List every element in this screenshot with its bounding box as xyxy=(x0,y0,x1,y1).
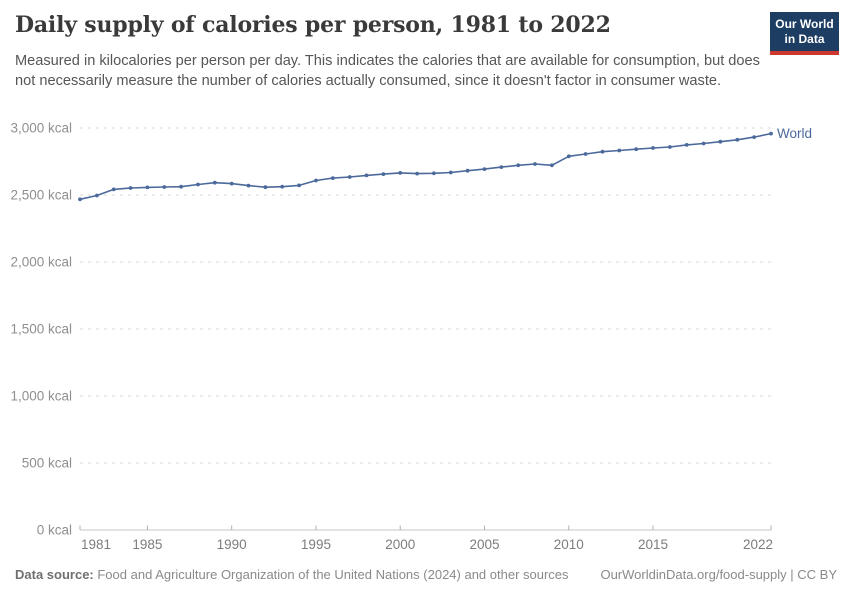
y-axis-label: 2,500 kcal xyxy=(10,188,72,203)
data-point xyxy=(111,187,116,192)
x-axis-label: 1990 xyxy=(217,537,247,552)
y-axis-label: 500 kcal xyxy=(22,456,72,471)
data-point xyxy=(465,168,470,173)
data-point xyxy=(246,183,251,188)
series-end-label: World xyxy=(777,126,812,141)
data-point xyxy=(516,163,521,168)
y-axis-label: 3,000 kcal xyxy=(10,121,72,136)
data-point xyxy=(128,186,133,190)
data-point xyxy=(229,181,234,186)
data-point xyxy=(381,172,386,176)
x-axis-label: 1995 xyxy=(301,537,331,552)
data-point xyxy=(330,176,335,180)
data-point xyxy=(566,154,571,159)
data-point xyxy=(701,141,706,146)
data-source-text: Food and Agriculture Organization of the… xyxy=(93,567,569,582)
owid-logo-line2: in Data xyxy=(784,32,825,46)
data-point xyxy=(718,139,723,144)
data-point xyxy=(179,184,184,189)
data-source-label: Data source: xyxy=(15,567,94,582)
data-point xyxy=(212,180,217,185)
data-point xyxy=(735,137,740,142)
data-point xyxy=(347,175,352,179)
series-line xyxy=(79,132,772,201)
x-axis-label: 2015 xyxy=(638,537,668,552)
y-axis-label: 1,500 kcal xyxy=(10,322,72,337)
data-point xyxy=(280,184,285,189)
data-point xyxy=(668,145,672,149)
owid-logo-line1: Our World xyxy=(775,17,834,31)
data-point xyxy=(482,167,487,171)
x-axis-label: 2005 xyxy=(469,537,499,552)
data-point xyxy=(398,171,403,175)
chart-footer: Data source: Food and Agriculture Organi… xyxy=(15,567,837,582)
y-axis-label: 1,000 kcal xyxy=(10,389,72,404)
y-axis-label: 0 kcal xyxy=(37,523,72,538)
footer-credit: OurWorldinData.org/food-supply | CC BY xyxy=(600,567,837,582)
chart-subtitle: Measured in kilocalories per person per … xyxy=(15,53,760,89)
data-point xyxy=(499,165,504,169)
data-point xyxy=(432,171,436,176)
data-point xyxy=(651,146,655,150)
data-point xyxy=(415,171,419,176)
y-axis-label: 2,000 kcal xyxy=(10,255,72,270)
license-badge: CC BY xyxy=(797,567,837,582)
footer-link[interactable]: OurWorldinData.org/food-supply xyxy=(600,567,787,582)
data-point xyxy=(684,143,689,147)
data-point xyxy=(583,152,588,156)
data-point xyxy=(769,131,773,136)
footer-separator: | xyxy=(786,567,798,582)
data-point xyxy=(78,197,82,202)
data-point xyxy=(145,185,150,190)
x-axis-label: 1985 xyxy=(132,537,162,552)
data-point xyxy=(550,163,554,168)
line-chart: 0 kcal 500 kcal 1,000 kcal 1,500 kcal 2,000 … xyxy=(10,121,812,553)
x-axis-label: 1981 xyxy=(81,537,111,552)
data-point xyxy=(297,183,301,188)
data-point xyxy=(752,135,756,139)
owid-logo[interactable]: Our World in Data xyxy=(770,12,839,55)
data-source: Data source: Food and Agriculture Organi… xyxy=(15,567,569,582)
data-point xyxy=(634,147,639,152)
data-point xyxy=(95,193,99,198)
data-point xyxy=(533,162,537,166)
x-axis-label: 2010 xyxy=(554,537,584,552)
data-point xyxy=(364,173,369,178)
data-point xyxy=(196,182,200,187)
data-point xyxy=(448,170,453,175)
data-point xyxy=(617,148,622,153)
data-point xyxy=(600,149,605,154)
page-title: Daily supply of calories per person, 198… xyxy=(15,12,611,38)
x-axis-label: 2022 xyxy=(743,537,773,552)
data-point xyxy=(263,185,268,190)
data-point xyxy=(314,178,318,183)
data-point xyxy=(162,185,167,189)
x-axis-label: 2000 xyxy=(385,537,415,552)
